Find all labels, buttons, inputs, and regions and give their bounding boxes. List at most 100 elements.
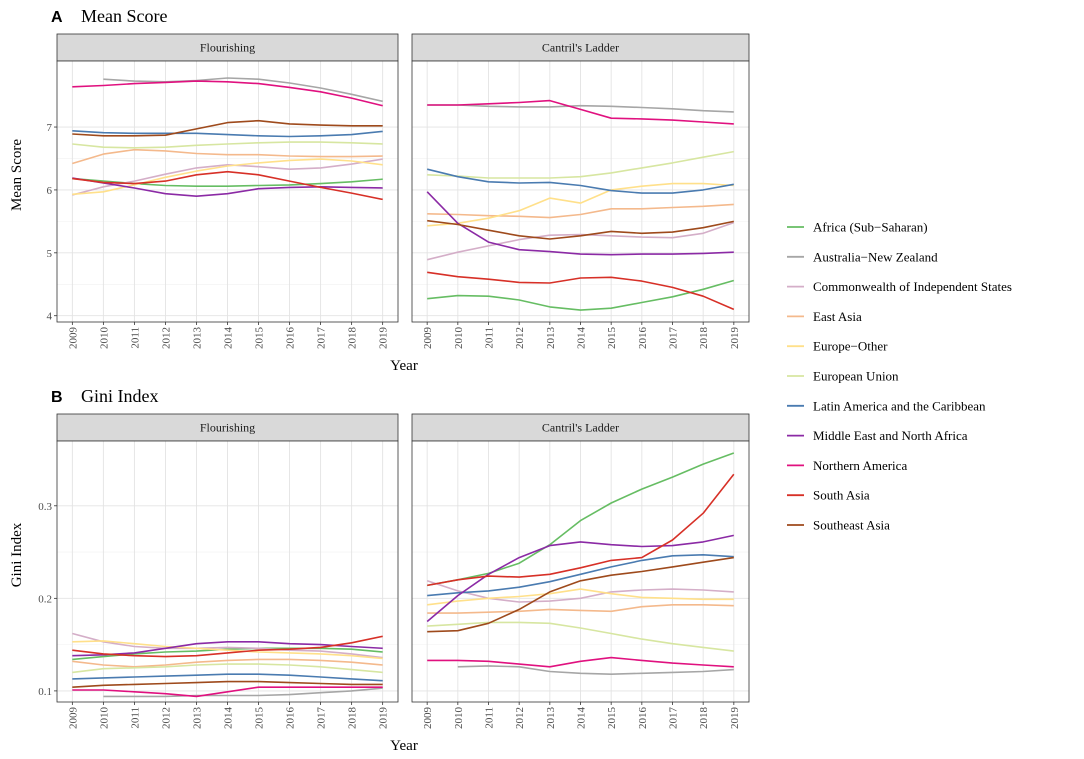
- series-line-east-asia: [427, 603, 734, 614]
- x-tick-label: 2011: [129, 707, 141, 729]
- x-tick-label: 2012: [514, 327, 526, 349]
- legend-label-northern-america: Northern America: [813, 458, 907, 473]
- series-line-commonwealth-of-independent-states: [426, 580, 734, 603]
- y-tick-label: 0.3: [38, 501, 52, 513]
- legend-label-commonwealth-of-independent-states: Commonwealth of Independent States: [813, 279, 1012, 294]
- strip-title-a-flourishing: Flourishing: [200, 41, 255, 55]
- x-tick-label: 2013: [545, 327, 557, 350]
- series-line-europe-other: [427, 588, 734, 606]
- x-tick-label: 2009: [422, 327, 434, 350]
- series-line-northern-america: [72, 80, 383, 107]
- series-line-northern-america: [427, 656, 734, 668]
- strip-b-cantril-s-ladder: [411, 413, 750, 442]
- series-line-latin-america-and-the-caribbean: [427, 168, 734, 194]
- x-tick-label: 2019: [729, 327, 741, 350]
- legend-label-southeast-asia: Southeast Asia: [813, 518, 890, 533]
- series-line-east-asia: [72, 658, 383, 668]
- x-tick-label: 2015: [606, 707, 618, 730]
- x-tick-label: 2017: [316, 327, 328, 350]
- strip-title-b-flourishing: Flourishing: [200, 421, 255, 435]
- legend-label-east-asia: East Asia: [813, 309, 862, 324]
- x-tick-label: 2013: [545, 707, 557, 730]
- row-title-gini-index: Gini Index: [81, 386, 158, 406]
- x-tick-label: 2012: [160, 707, 172, 729]
- legend-label-europe-other: Europe−Other: [813, 339, 888, 354]
- x-tick-label: 2018: [698, 707, 710, 730]
- legend-label-latin-america-and-the-caribbean: Latin America and the Caribbean: [813, 398, 986, 413]
- series-line-european-union: [427, 621, 734, 652]
- x-tick-label: 2015: [254, 707, 266, 730]
- series-line-latin-america-and-the-caribbean: [72, 673, 383, 682]
- y-tick-label: 0.1: [38, 686, 52, 698]
- legend-label-south-asia: South Asia: [813, 488, 870, 503]
- series-line-european-union: [72, 141, 383, 149]
- y-axis-label-gini-index: Gini Index: [9, 522, 25, 587]
- x-tick-label: 2009: [67, 327, 79, 350]
- x-tick-label: 2010: [98, 707, 110, 730]
- y-tick-label: 4: [47, 311, 53, 323]
- x-tick-label: 2009: [422, 707, 434, 730]
- legend-label-european-union: European Union: [813, 369, 899, 384]
- x-axis-label-b: Year: [390, 738, 418, 754]
- x-tick-label: 2010: [98, 327, 110, 350]
- x-tick-label: 2016: [285, 707, 297, 730]
- series-line-commonwealth-of-independent-states: [72, 632, 383, 659]
- x-tick-label: 2019: [378, 327, 390, 350]
- series-line-commonwealth-of-independent-states: [427, 221, 735, 261]
- strip-a-cantril-s-ladder: [411, 33, 750, 62]
- legend: Africa (Sub−Saharan) Australia−New Zealan…: [787, 220, 1012, 533]
- series-line-australia-new-zealand: [427, 104, 734, 113]
- series-line-latin-america-and-the-caribbean: [427, 553, 734, 597]
- x-tick-label: 2014: [223, 327, 235, 350]
- legend-label-australia-new-zealand: Australia−New Zealand: [813, 249, 938, 264]
- x-tick-label: 2018: [698, 327, 710, 350]
- series-line-europe-other: [72, 640, 383, 660]
- x-tick-label: 2015: [254, 327, 266, 350]
- series-line-south-asia: [72, 170, 383, 201]
- strip-title-b-cantril-s-ladder: Cantril's Ladder: [542, 421, 619, 435]
- series-line-australia-new-zealand: [457, 665, 734, 676]
- series-line-east-asia: [72, 148, 383, 165]
- series-line-southeast-asia: [72, 680, 383, 688]
- series-line-south-asia: [427, 473, 735, 587]
- series-line-european-union: [72, 663, 383, 674]
- legend-label-middle-east-and-north-africa: Middle East and North Africa: [813, 428, 968, 443]
- x-tick-label: 2015: [606, 327, 618, 350]
- y-tick-label: 0.2: [38, 593, 52, 605]
- x-tick-label: 2016: [637, 707, 649, 730]
- series-line-southeast-asia: [427, 219, 734, 240]
- series-line-middle-east-and-north-africa: [426, 191, 734, 256]
- x-tick-label: 2017: [316, 707, 328, 730]
- x-tick-label: 2019: [729, 707, 741, 730]
- x-tick-label: 2014: [223, 707, 235, 730]
- x-tick-label: 2012: [514, 707, 526, 729]
- x-tick-label: 2019: [378, 707, 390, 730]
- series-line-latin-america-and-the-caribbean: [72, 130, 383, 138]
- series-line-australia-new-zealand: [103, 77, 383, 103]
- x-tick-label: 2017: [668, 707, 680, 730]
- x-tick-label: 2018: [347, 707, 359, 730]
- x-tick-label: 2010: [453, 327, 465, 350]
- y-axis-label-mean-score: Mean Score: [9, 139, 25, 211]
- series-line-south-asia: [427, 271, 735, 311]
- series-line-northern-america: [72, 686, 383, 698]
- x-tick-label: 2011: [129, 327, 141, 349]
- y-tick-label: 7: [47, 122, 53, 134]
- series-line-europe-other: [72, 158, 383, 196]
- x-tick-label: 2016: [637, 327, 649, 350]
- series-line-european-union: [427, 150, 734, 179]
- series-line-northern-america: [427, 99, 734, 125]
- series-line-africa-sub-saharan: [427, 452, 735, 587]
- x-tick-label: 2011: [483, 327, 495, 349]
- series-line-middle-east-and-north-africa: [72, 177, 383, 197]
- series-line-east-asia: [427, 203, 734, 219]
- y-tick-label: 6: [47, 185, 53, 197]
- series-line-africa-sub-saharan: [427, 279, 735, 311]
- x-tick-label: 2018: [347, 327, 359, 350]
- x-tick-label: 2012: [160, 327, 172, 349]
- x-axis-label-a: Year: [390, 358, 418, 374]
- series-line-south-asia: [72, 635, 383, 658]
- legend-label-africa-sub-saharan: Africa (Sub−Saharan): [813, 220, 928, 235]
- x-tick-label: 2013: [191, 707, 203, 730]
